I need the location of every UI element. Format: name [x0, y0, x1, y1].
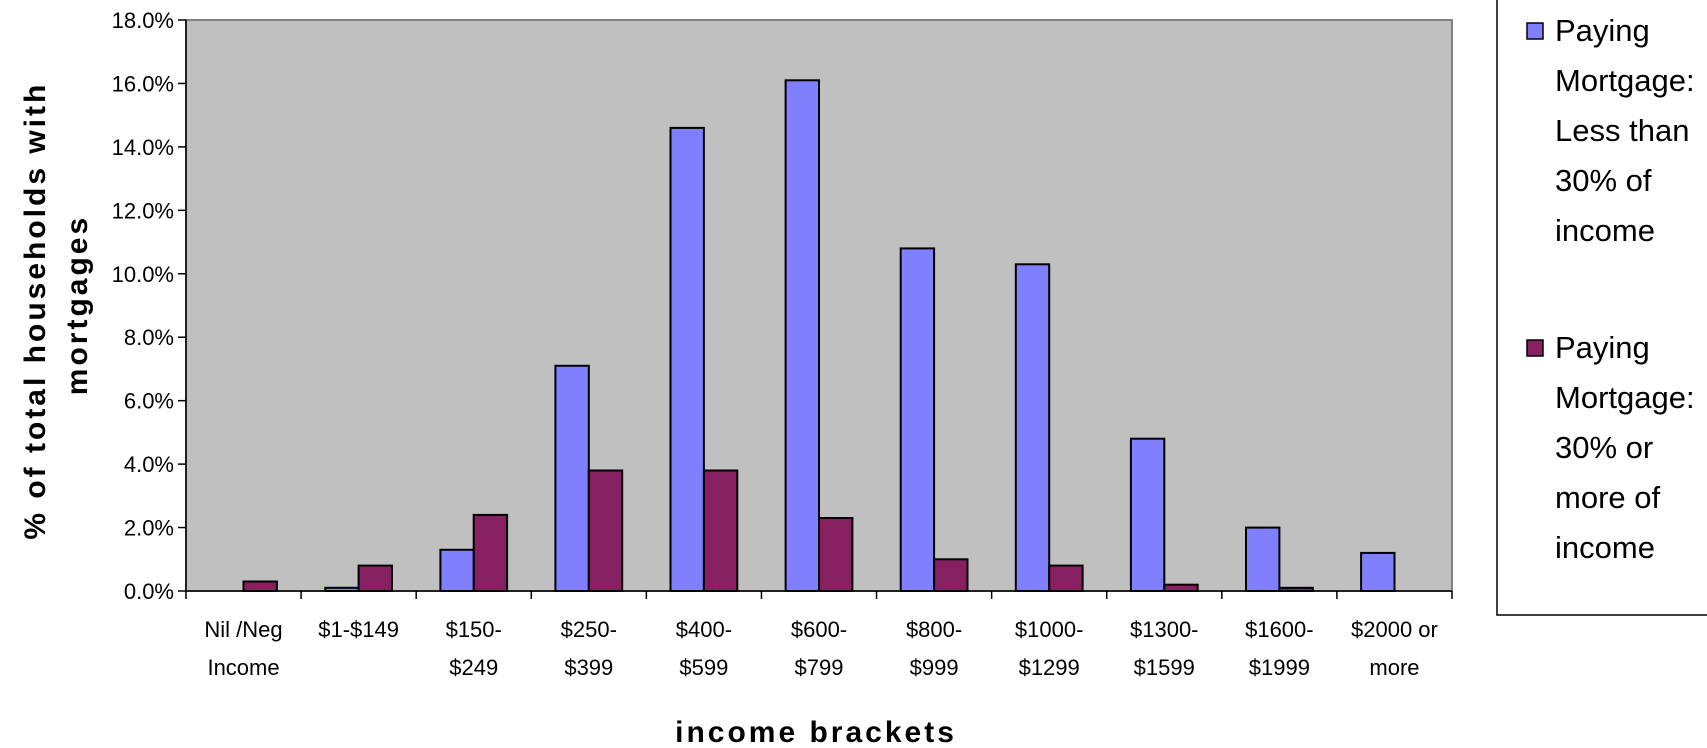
legend-label-line: 30% of	[1555, 163, 1652, 198]
bar-series-2-3	[587, 469, 624, 592]
bar-series-2-2	[472, 513, 509, 593]
legend-label-line: more of	[1555, 480, 1660, 515]
bar-series-1-9	[1245, 526, 1281, 592]
x-tick-label-line: $250-	[561, 617, 617, 642]
bar-series-2-5	[818, 517, 854, 592]
y-axis-title-line-1: % of total households with	[19, 82, 52, 540]
x-axis-title: income brackets	[675, 716, 957, 748]
y-tick-label: 4.0%	[124, 452, 174, 477]
legend-label-line: Paying	[1555, 330, 1650, 365]
x-tick-label: $1-$149	[318, 617, 399, 642]
y-tick-label: 18.0%	[112, 8, 174, 33]
bar-series-2-7	[1048, 564, 1084, 592]
x-tick-label: $1300- $1599	[1130, 617, 1199, 680]
x-tick-label: $800- $999	[906, 617, 962, 680]
bar-series-2-6	[933, 558, 969, 592]
legend-label-line: Less than	[1555, 113, 1689, 148]
y-tick-label: 6.0%	[124, 389, 174, 414]
x-tick-label: $2000 or more	[1351, 617, 1438, 680]
x-tick-label-line: $1300-	[1130, 617, 1199, 642]
legend-label-series-1: Paying Mortgage: Less than 30% of income	[1555, 13, 1695, 248]
x-tick-label: $400- $599	[676, 617, 732, 680]
x-tick-label: $600- $799	[791, 617, 847, 680]
x-tick-label-line: $999	[910, 655, 959, 680]
bar-series-1-4	[669, 126, 705, 593]
x-tick-label-line: $599	[679, 655, 728, 680]
x-tick-label-line: $1599	[1134, 655, 1195, 680]
y-tick-labels: 0.0% 2.0% 4.0% 6.0% 8.0% 10.0% 12.0% 14.0% 16.0%…	[112, 8, 174, 604]
x-tick-label-line: $400-	[676, 617, 732, 642]
bar-series-1-5	[784, 79, 820, 593]
x-tick-label-line: $600-	[791, 617, 847, 642]
x-tick-label-line: $800-	[906, 617, 962, 642]
y-axis-title-line-2: mortgages	[61, 215, 94, 395]
y-tick-label: 2.0%	[124, 516, 174, 541]
y-tick-label: 10.0%	[112, 262, 174, 287]
bar-series-1-2	[439, 548, 475, 592]
x-tick-label-line: $2000 or	[1351, 617, 1438, 642]
bar-series-2-1	[357, 564, 394, 592]
legend-box	[1496, 0, 1707, 616]
legend-label-line: Paying	[1555, 13, 1650, 48]
y-tick-label: 8.0%	[124, 325, 174, 350]
bar-series-1-10	[1360, 551, 1396, 593]
bar-series-1-3	[554, 364, 590, 592]
legend-swatch-series-1	[1526, 22, 1544, 40]
bar-series-1-8	[1129, 437, 1166, 593]
legend-label-line: income	[1555, 530, 1655, 565]
legend-label-series-2: Paying Mortgage: 30% or more of income	[1555, 330, 1695, 565]
legend-label-line: Mortgage:	[1555, 63, 1695, 98]
legend: Paying Mortgage: Less than 30% of incomePayi…	[1526, 13, 1695, 565]
x-tick-label: $1000- $1299	[1015, 617, 1084, 680]
bars-group	[242, 79, 1396, 593]
x-tick-label-line: $1-$149	[318, 617, 399, 642]
y-tick-label: 14.0%	[112, 135, 174, 160]
x-tick-label-line: $1299	[1019, 655, 1080, 680]
bar-series-2-0	[242, 580, 278, 592]
y-tick-label: 16.0%	[112, 71, 174, 96]
x-tick-label: Nil /Neg Income	[204, 617, 282, 680]
bar-series-2-4	[702, 469, 739, 592]
bar-series-1-7	[1014, 263, 1051, 592]
x-tick-label: $150- $249	[446, 617, 502, 680]
x-tick-label-line: $150-	[446, 617, 502, 642]
x-tick-label-line: $399	[564, 655, 613, 680]
legend-label-line: 30% or	[1555, 430, 1653, 465]
y-tick-label: 0.0%	[124, 579, 174, 604]
legend-label-line: income	[1555, 213, 1655, 248]
x-tick-label-line: $1000-	[1015, 617, 1084, 642]
bar-series-1-6	[899, 247, 936, 592]
legend-swatch-series-2	[1526, 339, 1544, 357]
y-tick-label: 12.0%	[112, 198, 174, 223]
legend-label-line: Mortgage:	[1555, 380, 1695, 415]
x-tick-label-line: $799	[795, 655, 844, 680]
x-tick-label: $250- $399	[561, 617, 617, 680]
x-tick-label-line: Income	[207, 655, 279, 680]
axes-group	[178, 19, 1453, 599]
x-tick-label-line: $249	[449, 655, 498, 680]
y-axis-title: % of total households with mortgages	[19, 70, 94, 539]
x-tick-label: $1600- $1999	[1245, 617, 1314, 680]
x-tick-label-line: more	[1369, 655, 1419, 680]
x-tick-labels: Nil /Neg Income$1-$149 $150-$249$250-$399$…	[204, 617, 1437, 680]
bar-series-2-8	[1163, 583, 1199, 593]
x-tick-label-line: Nil /Neg	[204, 617, 282, 642]
x-tick-label-line: $1600-	[1245, 617, 1314, 642]
x-tick-label-line: $1999	[1249, 655, 1310, 680]
